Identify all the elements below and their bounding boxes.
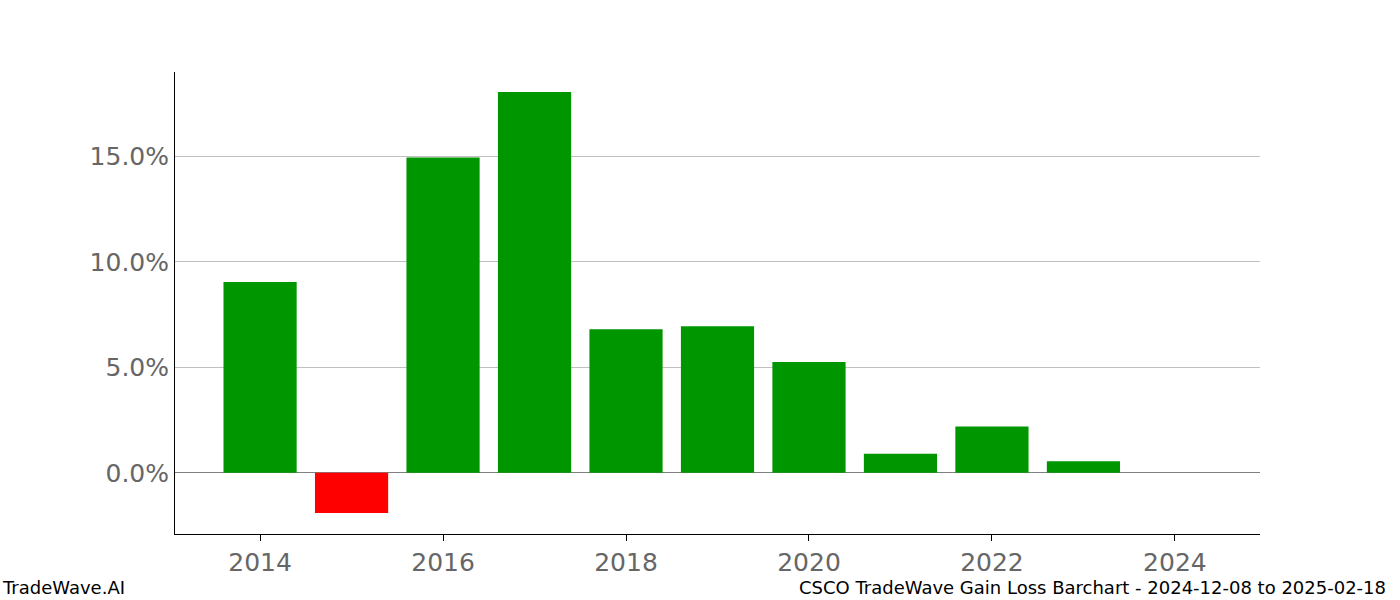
svg-text:15.0%: 15.0% [90, 142, 169, 171]
svg-text:2022: 2022 [960, 548, 1024, 577]
svg-text:TradeWave.AI: TradeWave.AI [2, 577, 125, 598]
svg-text:2014: 2014 [228, 548, 292, 577]
svg-text:10.0%: 10.0% [90, 248, 169, 277]
svg-text:2018: 2018 [594, 548, 658, 577]
svg-text:2016: 2016 [411, 548, 475, 577]
svg-text:0.0%: 0.0% [105, 459, 169, 488]
svg-text:5.0%: 5.0% [105, 353, 169, 382]
svg-text:2020: 2020 [777, 548, 841, 577]
svg-text:CSCO TradeWave Gain Loss Barch: CSCO TradeWave Gain Loss Barchart - 2024… [799, 577, 1386, 598]
svg-text:2024: 2024 [1143, 548, 1207, 577]
